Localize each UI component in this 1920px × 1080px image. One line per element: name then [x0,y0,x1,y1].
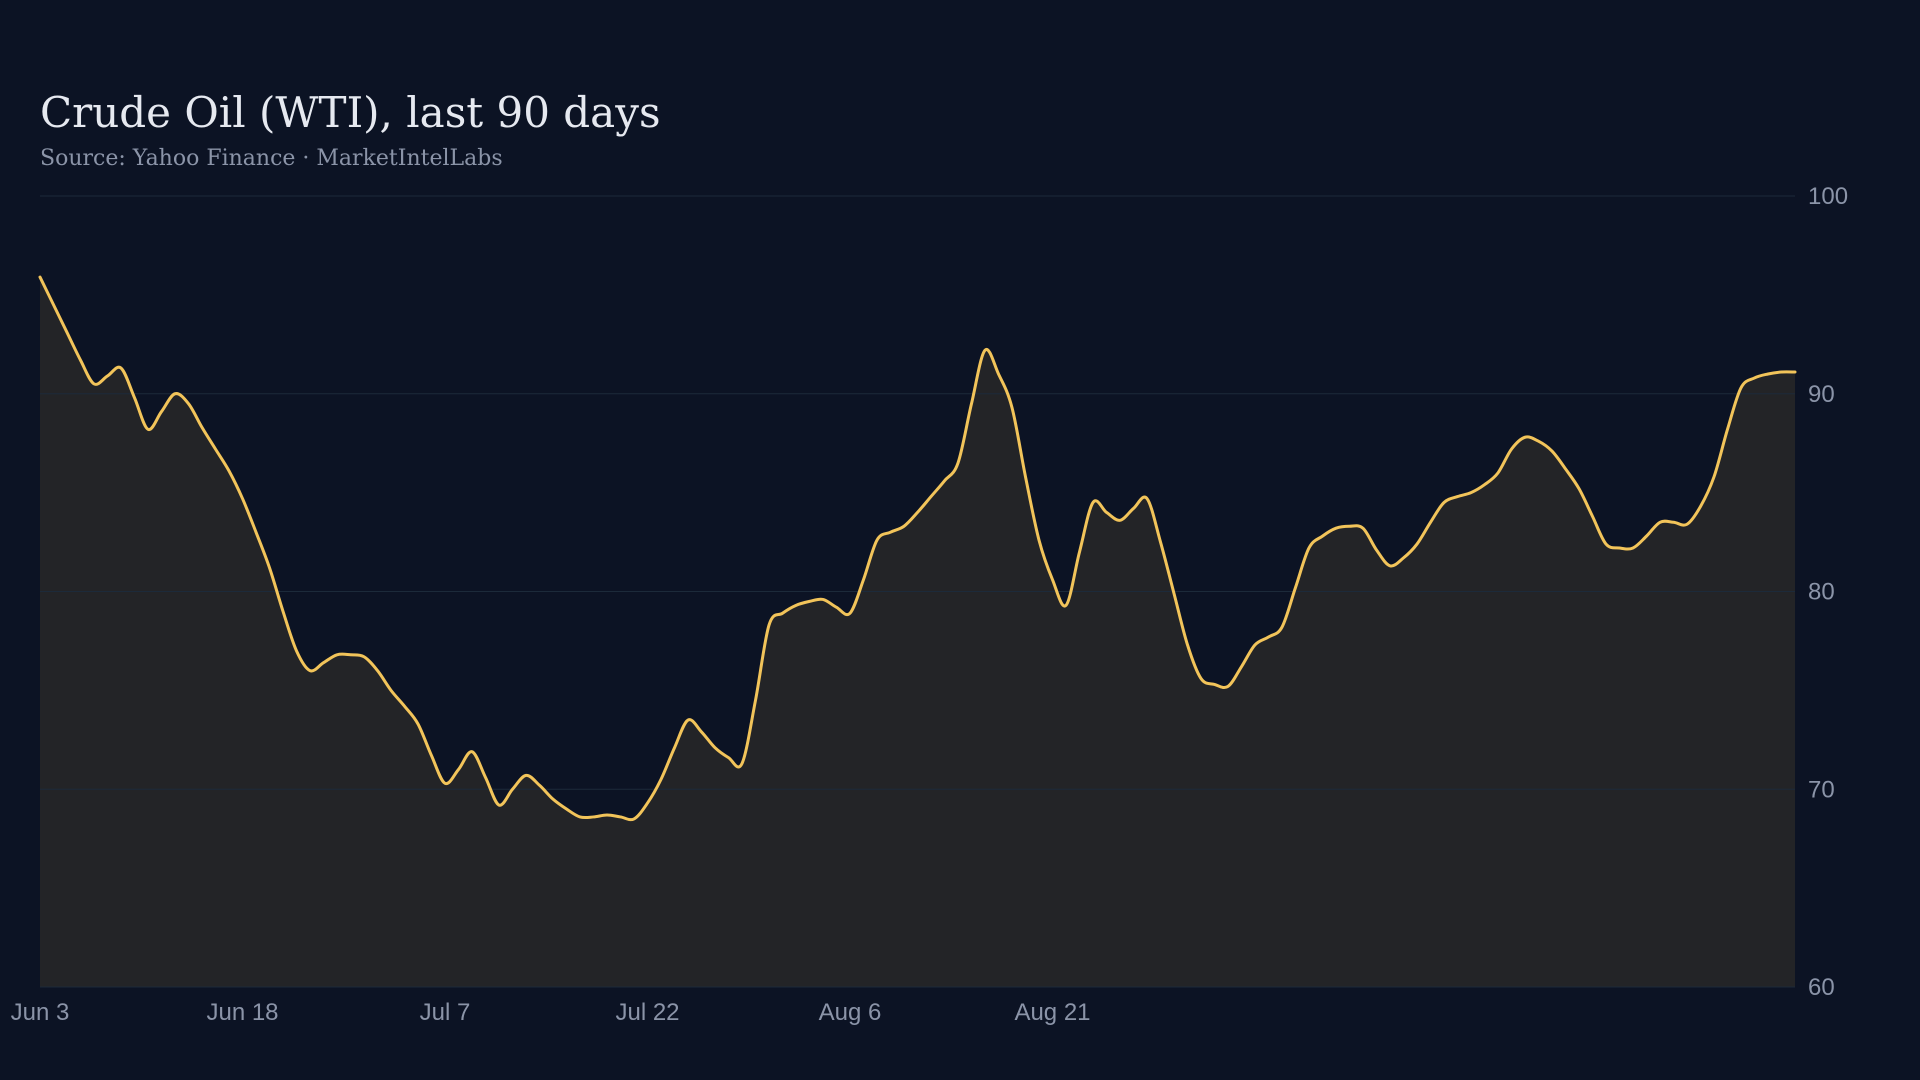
chart-title: Crude Oil (WTI), last 90 days [40,88,661,137]
chart-subtitle: Source: Yahoo Finance · MarketIntelLabs [40,146,503,171]
y-tick-label: 60 [1808,974,1835,1001]
x-tick-label: Aug 21 [1014,999,1090,1026]
area-fill [40,277,1795,988]
y-tick-label: 70 [1808,776,1835,803]
y-tick-label: 80 [1808,579,1835,606]
y-tick-label: 100 [1808,183,1848,210]
x-tick-label: Jul 7 [420,999,471,1026]
price-line [38,275,1797,822]
y-tick-label: 90 [1808,381,1835,408]
x-tick-label: Jun 18 [206,999,278,1026]
x-tick-label: Jun 3 [11,999,70,1026]
x-tick-label: Aug 6 [819,999,882,1026]
x-tick-label: Jul 22 [615,999,679,1026]
